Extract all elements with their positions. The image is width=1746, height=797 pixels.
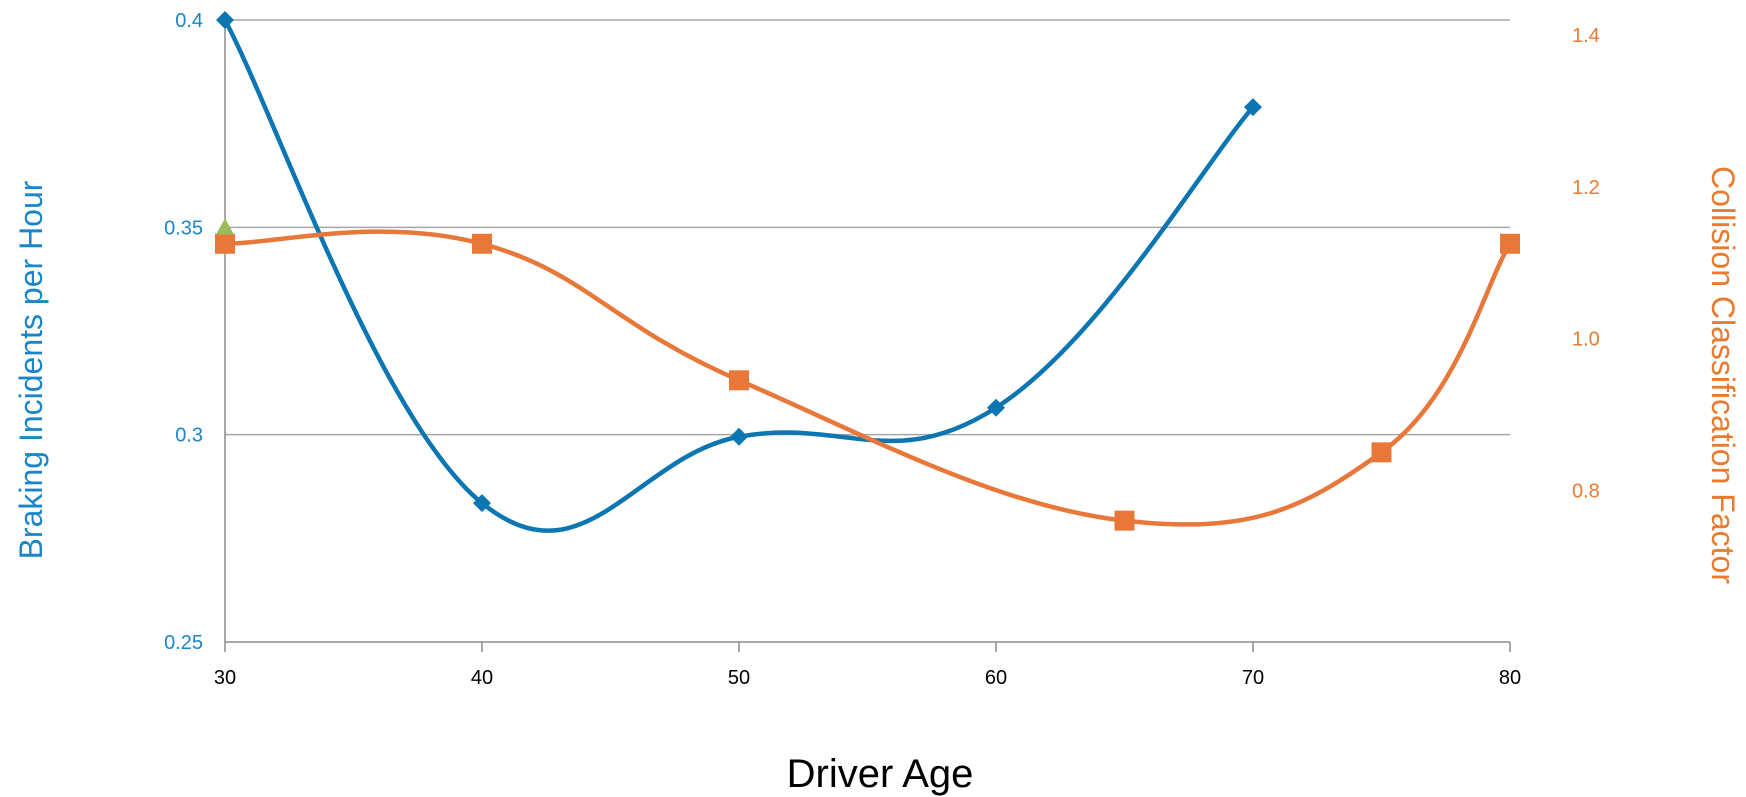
series-line-braking [223, 18, 1255, 533]
grid-lines [225, 19, 1510, 436]
x-tick-label-0: 30 [214, 667, 236, 689]
y-left-tick-label-0: 0.25 [164, 632, 203, 654]
point-collision-2 [729, 370, 749, 391]
y-left-tick-label-2: 0.35 [164, 217, 203, 239]
point-braking-2 [730, 427, 748, 446]
x-tick-label-3: 60 [985, 667, 1007, 689]
point-braking-1 [473, 494, 491, 513]
point-braking-0 [216, 11, 234, 29]
y-axis-left-title: Braking Incidents per Hour [13, 180, 49, 559]
markers [215, 11, 1520, 531]
y-left-tick-label-1: 0.3 [175, 425, 203, 447]
y-axis-right-title: Collision Classification Factor [1705, 166, 1741, 584]
point-collision-4 [1371, 442, 1392, 463]
point-collision-5 [1500, 233, 1520, 254]
y-right-tick-label-2: 1.2 [1572, 177, 1600, 199]
point-collision-0 [215, 233, 235, 254]
point-braking-4 [1244, 98, 1262, 117]
y-right-tick-label-0: 0.8 [1572, 480, 1600, 502]
x-tick-label-2: 50 [728, 667, 750, 689]
x-tick-label-5: 80 [1499, 667, 1521, 689]
point-collision-3 [1114, 510, 1135, 531]
point-highlight-0 [216, 218, 234, 235]
x-tick-label-1: 40 [471, 667, 493, 689]
tick-labels: 30 40 50 60 70 80 0.25 0.3 0.35 0.4 0.8 1.0 1.2 1.4 [164, 10, 1600, 689]
axes [224, 20, 1511, 652]
y-left-tick-label-3: 0.4 [175, 10, 203, 32]
series [223, 18, 1512, 533]
series-line-collision [224, 229, 1512, 527]
x-tick-label-4: 70 [1242, 667, 1264, 689]
point-braking-3 [987, 398, 1005, 417]
y-right-tick-label-3: 1.4 [1572, 25, 1600, 47]
x-axis-title: Driver Age [787, 752, 974, 796]
point-collision-1 [472, 233, 492, 254]
y-right-tick-label-1: 1.0 [1572, 329, 1600, 351]
